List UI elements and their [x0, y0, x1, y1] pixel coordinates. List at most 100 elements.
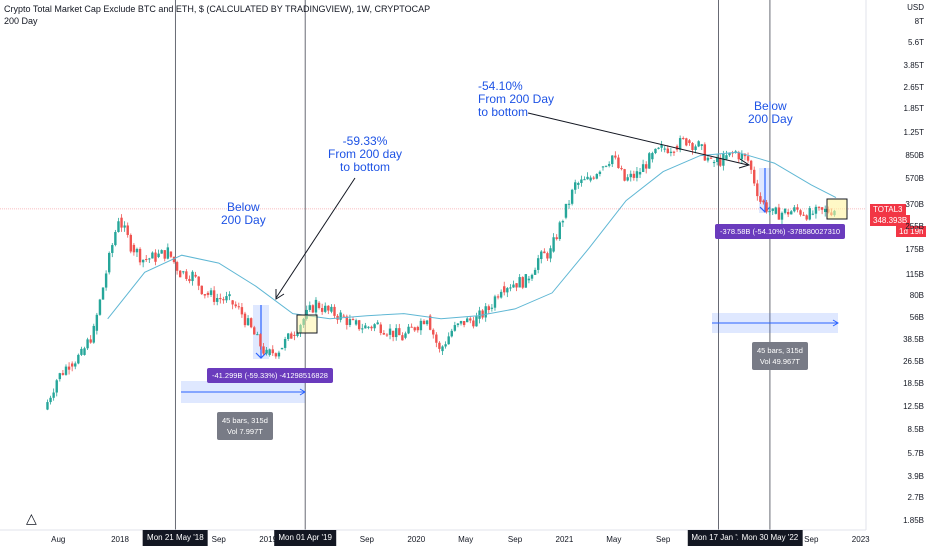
candle-body	[441, 346, 444, 352]
candle-body	[632, 173, 636, 178]
candle-body	[175, 262, 179, 271]
candle-body	[487, 306, 491, 310]
candle-body	[160, 250, 163, 254]
y-tick-label: 1.85T	[903, 104, 924, 114]
annotation-left-below[interactable]: Below 200 Day	[221, 201, 266, 227]
candle-body	[357, 320, 361, 330]
y-tick-label: 2.65T	[903, 82, 924, 92]
candle-body	[151, 252, 154, 259]
x-tick-label: 2023	[851, 535, 870, 544]
candle-body	[259, 334, 262, 347]
x-tick-label: 2021	[555, 535, 574, 544]
candle-body	[107, 252, 111, 273]
candle-body	[129, 234, 133, 252]
candle-body	[370, 326, 373, 329]
candle-body	[762, 200, 765, 203]
candle-body	[712, 161, 716, 164]
x-tick-label: Sep	[211, 535, 226, 544]
candle-body	[484, 306, 487, 318]
candle-body	[651, 153, 654, 160]
candle-body	[820, 207, 824, 210]
candle-body	[432, 329, 435, 335]
candle-body	[725, 155, 728, 160]
candle-body	[111, 245, 114, 253]
y-tick-label: 38.5B	[903, 335, 924, 345]
candle-body	[793, 207, 796, 212]
candle-body	[157, 253, 160, 258]
candle-body	[391, 330, 395, 338]
candle-body	[361, 328, 364, 330]
candle-body	[691, 143, 694, 150]
annotation-left-drop[interactable]: -59.33% From 200 day to bottom	[328, 135, 402, 174]
candle-body	[749, 160, 753, 170]
y-tick-label: 26.5B	[903, 357, 924, 367]
candle-body	[422, 320, 426, 325]
candle-body	[453, 325, 457, 331]
candle-body	[74, 363, 77, 367]
candle-body	[496, 296, 500, 298]
candle-body	[283, 338, 287, 348]
candle-body	[509, 287, 512, 289]
candle-body	[268, 349, 271, 355]
candle-body	[823, 208, 827, 213]
candle-body	[604, 165, 608, 167]
candle-body	[200, 285, 203, 295]
candle-body	[330, 306, 333, 312]
price-value: 348.393B	[870, 215, 911, 226]
candle-body	[682, 138, 685, 140]
candle-body	[138, 248, 142, 263]
candle-body	[209, 290, 213, 295]
candle-body	[379, 324, 382, 334]
candle-body	[740, 153, 744, 160]
annotation-right-drop[interactable]: -54.10% From 200 Day to bottom	[478, 80, 554, 119]
candle-body	[515, 283, 518, 288]
candle-body	[206, 292, 210, 295]
y-tick-label: 3.9B	[907, 471, 924, 481]
candle-body	[706, 157, 710, 161]
candle-body	[148, 258, 151, 260]
annotation-right-below[interactable]: Below 200 Day	[748, 100, 793, 126]
y-tick-label: 2.7B	[907, 493, 924, 503]
candle-body	[123, 225, 126, 228]
tradingview-logo-icon[interactable]: △	[26, 510, 37, 526]
candle-body	[80, 348, 83, 355]
candle-body	[786, 212, 790, 215]
candle-body	[583, 179, 586, 181]
annotation-arrow	[527, 112, 749, 166]
candle-body	[780, 212, 784, 220]
candle-body	[286, 333, 290, 339]
candle-body	[253, 327, 256, 335]
candle-body	[688, 140, 691, 144]
candle-body	[428, 315, 432, 330]
indicator-legend[interactable]: 200 Day	[4, 16, 38, 26]
candle-body	[120, 217, 123, 228]
candle-body	[601, 166, 605, 168]
candle-body	[55, 380, 58, 393]
candle-body	[228, 294, 231, 297]
candle-body	[802, 214, 805, 216]
annotation-line: Below	[754, 99, 787, 113]
candle-body	[401, 335, 404, 341]
symbol-label: TOTAL3	[870, 204, 906, 215]
candle-body	[589, 177, 592, 181]
candle-body	[77, 354, 80, 364]
candle-body	[327, 305, 330, 311]
candle-body	[549, 248, 552, 259]
highlight-box	[296, 314, 318, 334]
candle-body	[314, 299, 318, 313]
candle-body	[141, 259, 145, 263]
x-tick-label: Aug	[51, 535, 66, 544]
y-tick-label: 255B	[905, 222, 924, 232]
candle-body	[811, 213, 815, 215]
candle-body	[376, 322, 379, 325]
candle-body	[49, 397, 52, 403]
candle-body	[586, 176, 589, 180]
candle-body	[132, 244, 136, 253]
measure-range-tag-left: 45 bars, 315d Vol 7.997T	[217, 412, 273, 440]
candle-body	[92, 325, 95, 343]
candle-body	[611, 155, 614, 165]
x-tick-label: Sep	[359, 535, 375, 544]
candle-body	[364, 325, 367, 329]
candle-body	[191, 271, 194, 282]
